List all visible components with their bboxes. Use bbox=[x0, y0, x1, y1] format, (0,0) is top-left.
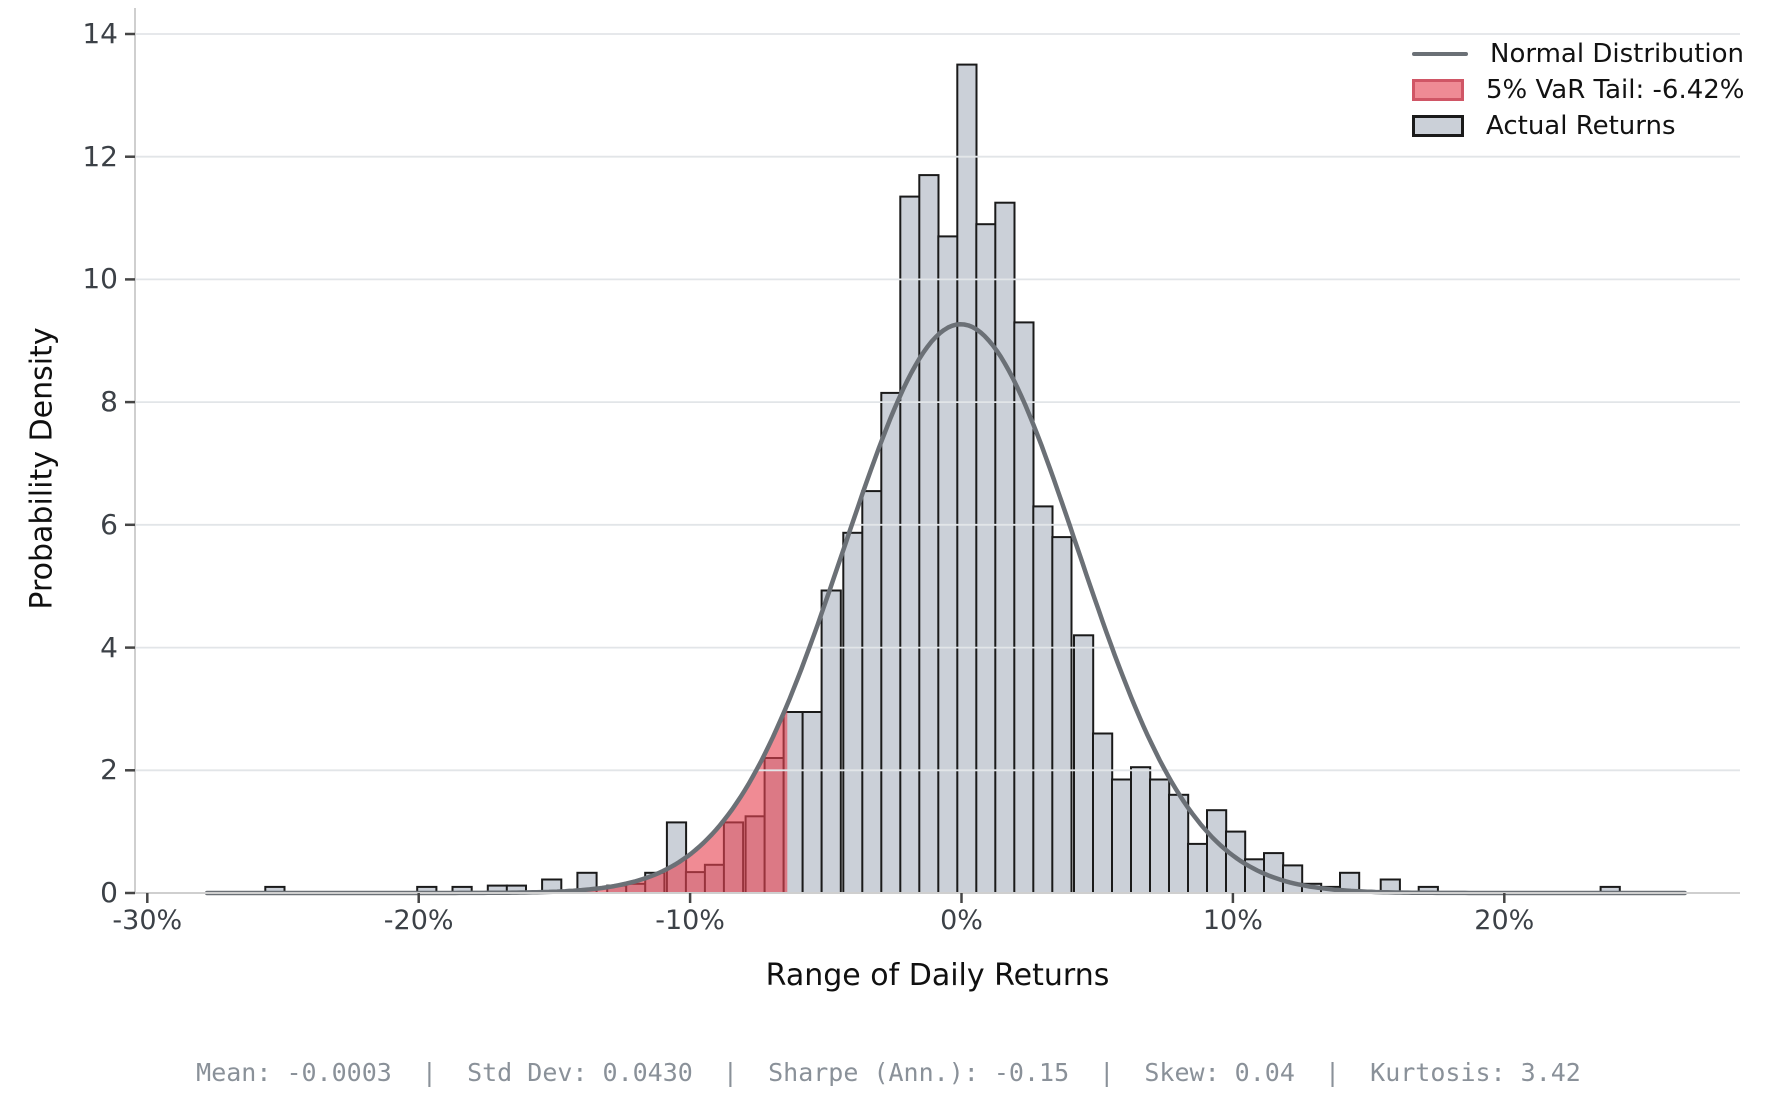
y-tick-label: 14 bbox=[82, 16, 118, 50]
histogram-bar bbox=[1032, 505, 1054, 894]
histogram-bar bbox=[842, 531, 864, 894]
histogram-bar bbox=[899, 195, 921, 895]
legend-item-label: Normal Distribution bbox=[1490, 39, 1745, 69]
x-tick-label: -20% bbox=[383, 905, 454, 936]
legend-item-label: Actual Returns bbox=[1486, 111, 1676, 141]
legend-item-normal-distribution: Normal Distribution bbox=[1412, 36, 1745, 72]
legend-item-label: 5% VaR Tail: -6.42% bbox=[1486, 75, 1745, 105]
y-tick-label: 8 bbox=[100, 385, 118, 419]
var-tail-area bbox=[207, 704, 788, 893]
x-tick-label: 0% bbox=[940, 905, 983, 936]
legend-item-actual-returns: Actual Returns bbox=[1412, 108, 1745, 144]
histogram-bar bbox=[880, 391, 902, 894]
histogram-bar bbox=[1187, 842, 1209, 895]
legend: Normal Distribution 5% VaR Tail: -6.42% … bbox=[1412, 36, 1745, 144]
x-axis-label: Range of Daily Returns bbox=[765, 958, 1110, 993]
histogram-bar bbox=[956, 63, 978, 895]
y-tick-label: 4 bbox=[100, 630, 118, 664]
tick-marks bbox=[125, 32, 1506, 903]
histogram-bar bbox=[918, 174, 940, 895]
gridlines bbox=[135, 33, 1740, 772]
histogram-bar bbox=[1051, 536, 1073, 894]
bars-group bbox=[264, 63, 1621, 895]
y-tick-label: 6 bbox=[100, 507, 118, 541]
normal-distribution-line-swatch bbox=[1412, 52, 1468, 56]
y-tick-label: 12 bbox=[82, 139, 118, 173]
histogram-bar bbox=[1149, 778, 1171, 894]
histogram-bar bbox=[801, 711, 823, 894]
histogram-bar bbox=[820, 589, 842, 894]
histogram-bar bbox=[994, 201, 1016, 894]
y-tick-label: 0 bbox=[100, 876, 118, 909]
legend-item-var-tail: 5% VaR Tail: -6.42% bbox=[1412, 72, 1745, 108]
histogram-bar bbox=[1206, 809, 1228, 895]
x-tick-label: -10% bbox=[655, 905, 725, 936]
histogram-bar bbox=[1130, 766, 1152, 895]
histogram-bar bbox=[975, 223, 997, 894]
histogram-bar bbox=[1111, 778, 1133, 894]
actual-returns-patch-swatch bbox=[1412, 115, 1464, 137]
histogram-bar bbox=[1168, 793, 1190, 894]
histogram-bar bbox=[861, 490, 883, 894]
histogram-bar bbox=[1092, 732, 1114, 894]
x-tick-label: -30% bbox=[112, 905, 183, 936]
x-tick-label: 20% bbox=[1474, 905, 1535, 936]
var-tail-patch-swatch bbox=[1412, 79, 1464, 101]
y-tick-label: 10 bbox=[82, 262, 118, 296]
stats-footer: Mean: -0.0003 | Std Dev: 0.0430 | Sharpe… bbox=[196, 1058, 1581, 1087]
y-tick-label: 2 bbox=[100, 753, 118, 787]
histogram-bar bbox=[1013, 321, 1035, 894]
x-tick-label: 10% bbox=[1202, 905, 1263, 936]
histogram-bar bbox=[1073, 634, 1095, 894]
